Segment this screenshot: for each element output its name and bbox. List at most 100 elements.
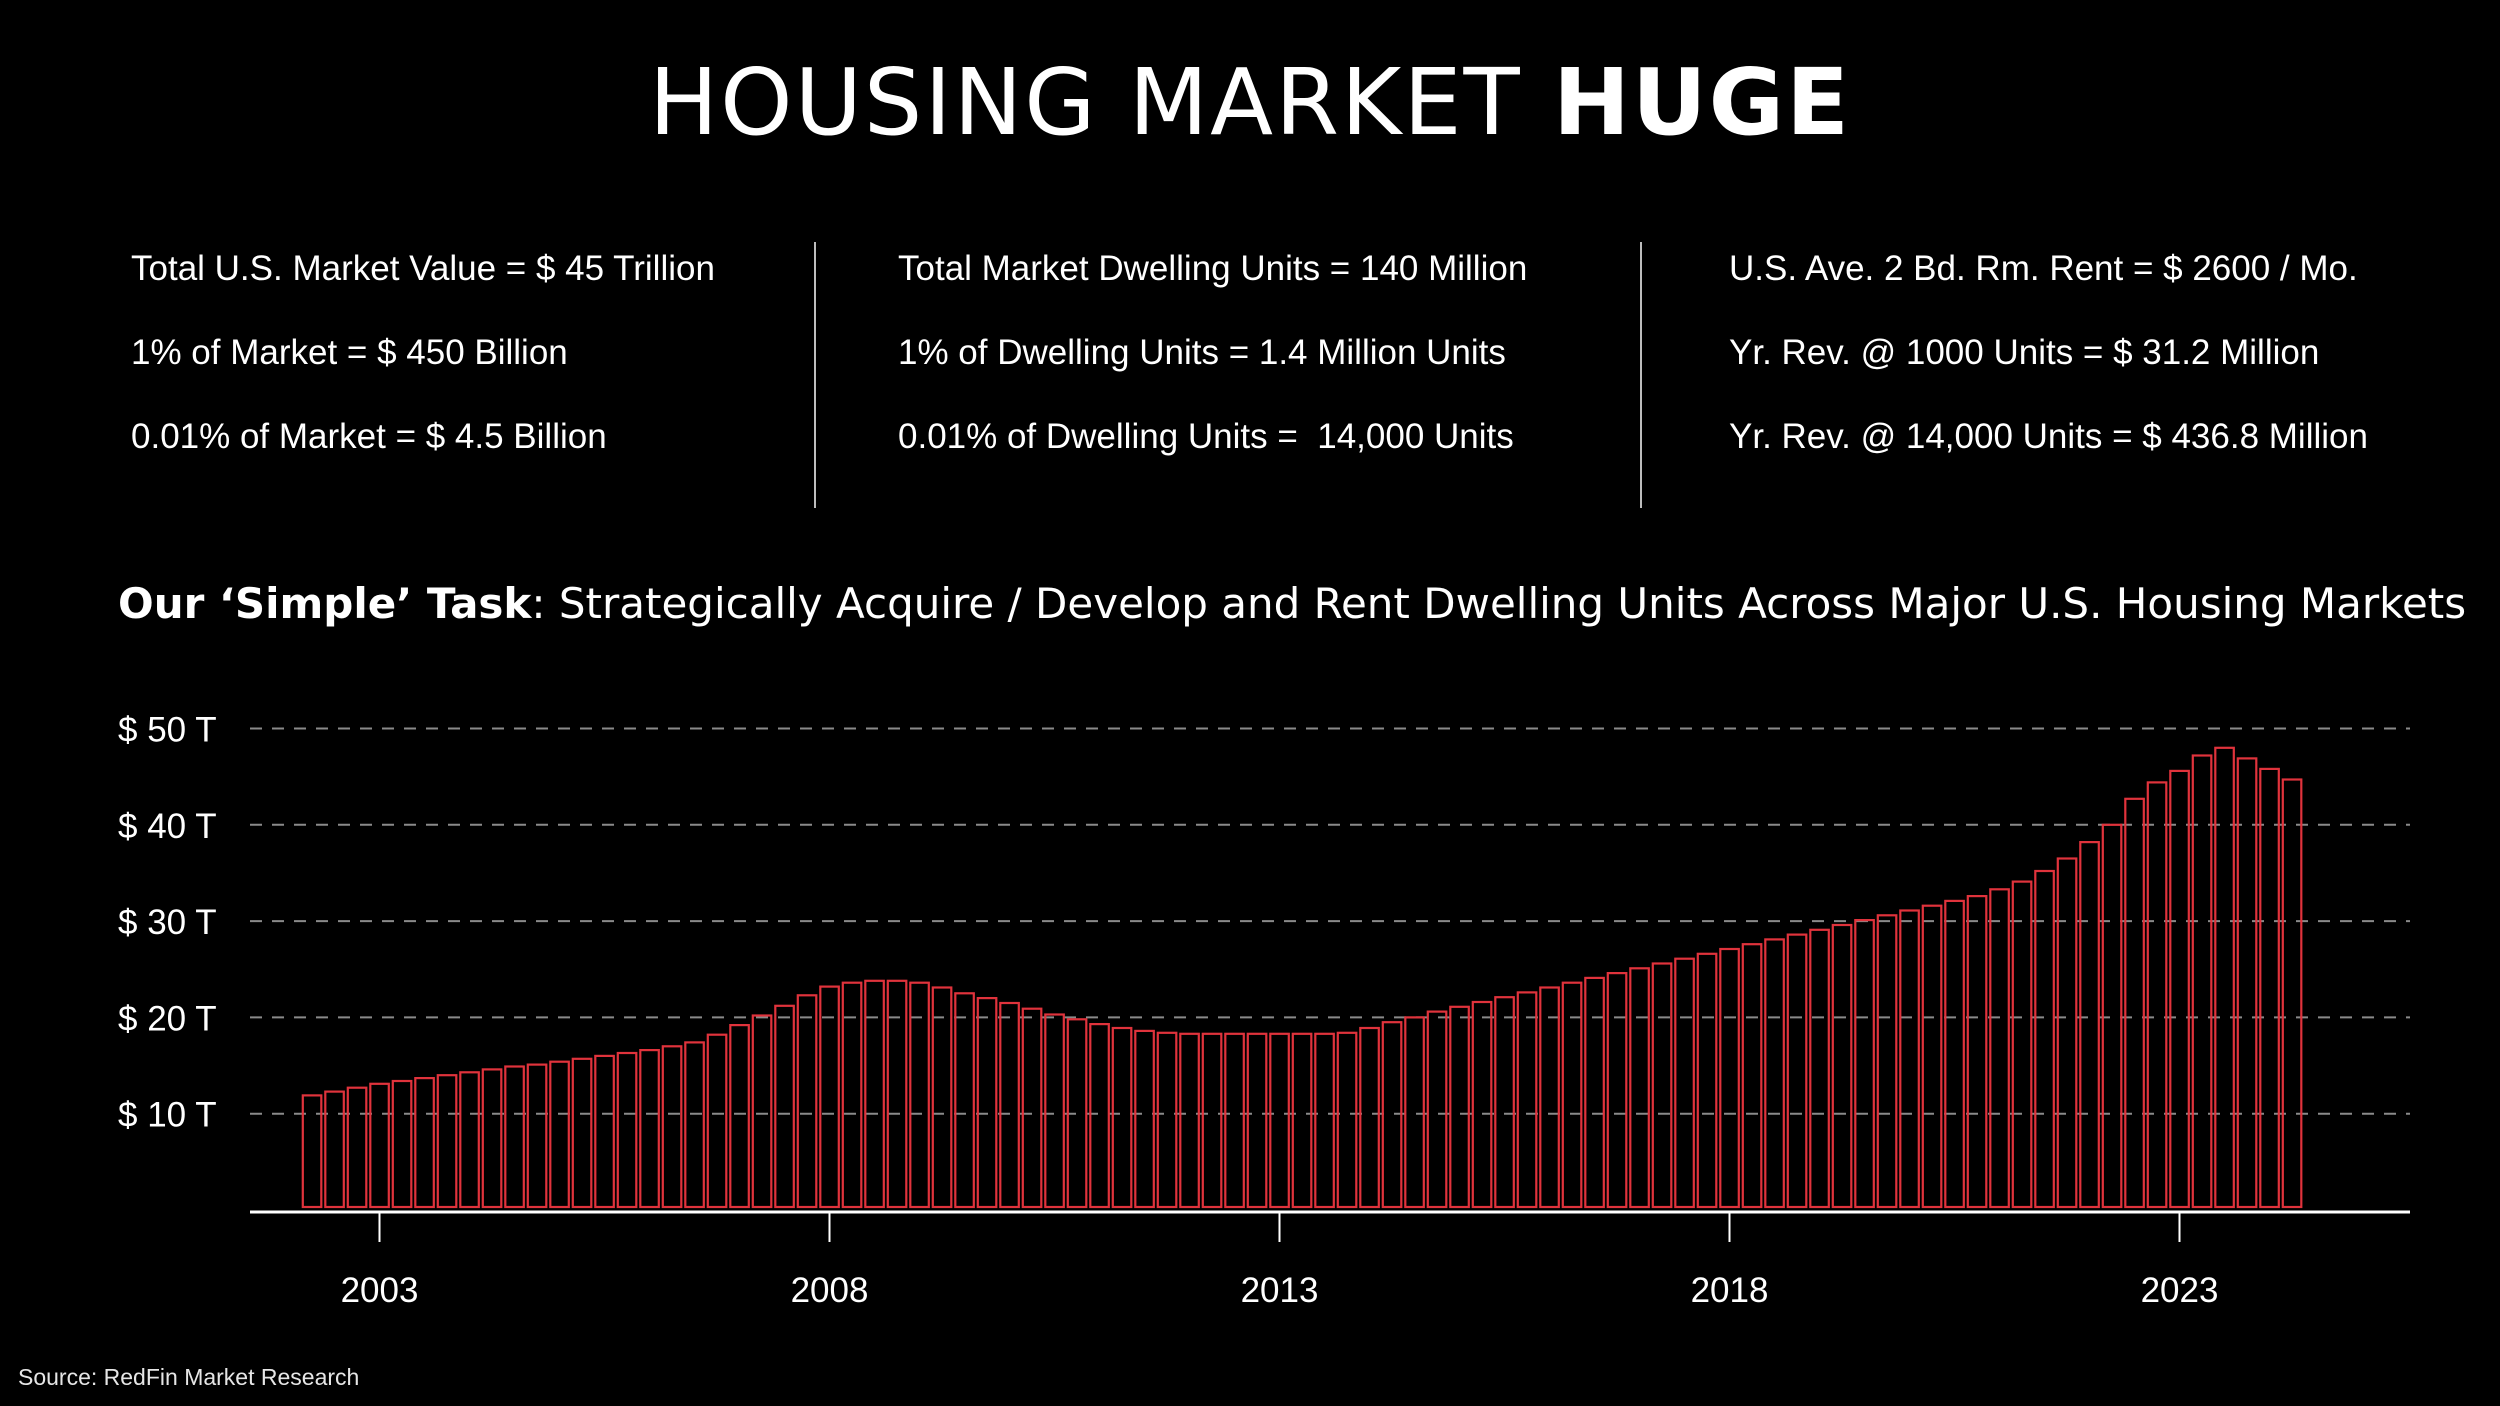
bar	[1426, 1010, 1448, 1209]
bar	[414, 1077, 435, 1209]
bar	[504, 1065, 525, 1209]
bar	[1089, 1023, 1110, 1209]
bar	[2214, 746, 2235, 1209]
bar	[2011, 880, 2033, 1209]
bar	[1899, 909, 1920, 1209]
bar	[459, 1071, 480, 1209]
y-tick-label: $ 10 T	[118, 1096, 217, 1135]
x-tick-label: 2013	[1241, 1271, 1319, 1310]
bar	[1381, 1021, 1403, 1209]
bar	[2056, 857, 2078, 1209]
bar	[1786, 933, 1808, 1209]
title-bold: HUGE	[1552, 49, 1852, 156]
bar	[2146, 781, 2168, 1209]
bar	[1021, 1007, 1043, 1209]
bar	[2034, 869, 2055, 1209]
bar	[2079, 841, 2100, 1209]
stat-line: Yr. Rev. @ 14,000 Units = $ 436.8 Millio…	[1729, 417, 2368, 456]
bar	[2259, 767, 2280, 1209]
bar	[1201, 1032, 1223, 1209]
source-note: Source: RedFin Market Research	[18, 1364, 360, 1390]
task-heading: Our ‘Simple’ Task: Strategically Acquire…	[118, 576, 2466, 632]
bar	[1291, 1032, 1313, 1209]
bar	[616, 1051, 638, 1209]
stat-line: Total Market Dwelling Units = 140 Millio…	[898, 249, 1528, 288]
bar	[1179, 1032, 1200, 1209]
bar	[2191, 754, 2213, 1209]
bar	[1494, 996, 1515, 1209]
task-bold: Our ‘Simple’ Task	[118, 579, 532, 628]
bar	[1584, 976, 1605, 1209]
stat-line: 1% of Dwelling Units = 1.4 Million Units	[898, 333, 1506, 372]
bar	[1471, 1000, 1493, 1209]
bar	[1156, 1031, 1178, 1209]
bar	[1876, 914, 1898, 1209]
bar	[324, 1090, 345, 1209]
bar	[1404, 1016, 1425, 1209]
bar	[1246, 1032, 1268, 1209]
bar	[2169, 769, 2190, 1209]
bar	[819, 985, 840, 1209]
stat-line: U.S. Ave. 2 Bd. Rm. Rent = $ 2600 / Mo.	[1729, 249, 2358, 288]
dwelling-unit-stats: Total Market Dwelling Units = 140 Millio…	[898, 248, 1527, 500]
bar	[2101, 823, 2123, 1209]
rent-revenue-stats: U.S. Ave. 2 Bd. Rm. Rent = $ 2600 / Mo. …	[1729, 248, 2368, 500]
task-text: : Strategically Acquire / Develop and Re…	[531, 579, 2467, 628]
bar	[1516, 991, 1538, 1209]
bar	[1111, 1026, 1133, 1209]
bar	[1944, 899, 1965, 1209]
bar	[1696, 952, 1718, 1209]
bar	[301, 1094, 323, 1209]
title-thin: HOUSING MARKET	[648, 49, 1522, 156]
bar	[796, 994, 818, 1209]
bar	[684, 1041, 705, 1209]
y-tick-label: $ 40 T	[118, 807, 217, 846]
bar	[1719, 947, 1740, 1209]
y-tick-label: $ 20 T	[118, 999, 217, 1038]
bar	[2281, 778, 2303, 1209]
bar	[1764, 938, 1785, 1209]
bar	[2124, 797, 2145, 1209]
bar	[391, 1079, 413, 1209]
bar	[751, 1014, 773, 1209]
bar	[931, 986, 953, 1209]
bar	[1966, 895, 1988, 1209]
y-tick-label: $ 50 T	[118, 711, 217, 750]
bar	[774, 1004, 795, 1209]
bar	[1224, 1032, 1245, 1209]
bar	[594, 1054, 615, 1209]
bar	[864, 979, 885, 1209]
bar	[886, 979, 908, 1209]
stat-line: Yr. Rev. @ 1000 Units = $ 31.2 Million	[1729, 333, 2320, 372]
bar	[954, 992, 975, 1209]
bar	[1831, 923, 1853, 1209]
bar	[369, 1082, 390, 1209]
bar	[1674, 957, 1695, 1209]
bar	[1269, 1032, 1290, 1209]
bar	[1989, 888, 2010, 1209]
bar	[526, 1063, 548, 1209]
bar	[661, 1045, 683, 1209]
bar	[549, 1060, 570, 1209]
y-tick-label: $ 30 T	[118, 903, 217, 942]
bar	[639, 1049, 660, 1209]
market-value-stats: Total U.S. Market Value = $ 45 Trillion …	[131, 248, 715, 500]
bar	[1606, 972, 1628, 1209]
bar	[1809, 928, 1830, 1209]
bar	[976, 997, 998, 1209]
bar	[841, 981, 863, 1209]
x-tick-label: 2023	[2141, 1271, 2219, 1310]
bar	[909, 981, 930, 1209]
market-value-bar-chart: $ 10 T $ 20 T $ 30 T $ 40 T $ 50 T 2003 2008 20…	[118, 711, 2410, 1310]
bar	[1314, 1032, 1335, 1209]
bar	[1921, 904, 1943, 1209]
stats-divider	[1640, 242, 1642, 508]
bar	[1651, 962, 1673, 1209]
bar	[436, 1074, 458, 1209]
bar	[1134, 1029, 1155, 1209]
bar	[999, 1001, 1020, 1209]
x-tick-label: 2003	[341, 1271, 419, 1310]
x-tick-label: 2018	[1691, 1271, 1769, 1310]
stat-line: 0.01% of Dwelling Units = 14,000 Units	[898, 417, 1514, 456]
bar	[1561, 981, 1583, 1209]
